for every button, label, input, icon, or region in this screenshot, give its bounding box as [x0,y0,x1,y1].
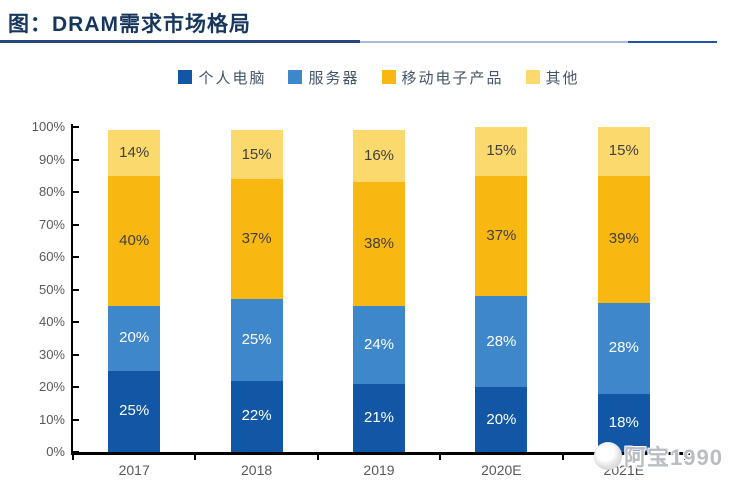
legend-item-个人电脑: 个人电脑 [178,67,266,88]
y-axis-tick [73,321,79,323]
legend-item-其他: 其他 [525,67,580,88]
bar-value-label: 20% [486,410,517,428]
title-underline-blue [628,41,717,43]
legend-swatch-icon [288,70,303,84]
x-axis-tick [194,453,197,460]
y-axis-label: 80% [38,184,65,199]
bar-segment-移动电子产品 [353,182,405,306]
y-axis-label: 30% [38,346,65,362]
x-axis-tick [439,453,442,460]
bar-value-label: 16% [363,147,395,165]
legend-swatch-icon [381,70,396,84]
y-axis-tick [73,353,79,356]
bar-segment-个人电脑 [475,387,528,452]
title-underline-light [360,41,628,43]
y-axis-label: 60% [38,249,65,264]
bar-value-label: 14% [119,144,150,161]
x-axis-tick [561,453,564,460]
legend-label: 服务器 [308,69,360,87]
bar-segment-其他 [230,130,283,179]
bar-segment-其他 [108,130,161,176]
y-axis-tick [73,288,79,291]
legend-label: 移动电子产品 [401,69,504,87]
y-axis-label: 90% [38,151,65,167]
y-axis-tick [73,223,79,226]
x-axis-tick [316,453,319,460]
x-axis-tick [72,453,74,460]
y-axis-tick [73,126,79,128]
bar-value-label: 39% [608,230,639,248]
bar-segment-服务器 [475,296,528,387]
legend-swatch-icon [525,70,540,84]
legend-item-服务器: 服务器 [288,67,359,88]
bar-segment-移动电子产品 [230,179,283,300]
bar-value-label: 40% [119,231,150,249]
chart-legend: 个人电脑 服务器 移动电子产品 其他 [73,66,685,88]
bar-segment-移动电子产品 [108,175,161,306]
bar-segment-其他 [353,130,405,183]
bar-segment-个人电脑 [353,383,405,452]
bar-value-label: 25% [119,402,150,420]
bar-value-label: 24% [363,335,395,353]
legend-label: 其他 [545,69,580,87]
y-axis-tick [73,386,79,388]
y-axis-label: 70% [38,216,65,232]
bar-value-label: 28% [486,332,517,350]
bar-value-label: 28% [608,339,639,356]
bar-value-label: 37% [241,230,272,248]
bar-value-label: 38% [363,235,395,252]
watermark: 阿宝1990 [594,440,723,472]
y-axis-label: 40% [38,314,65,329]
bar-value-label: 21% [363,408,395,426]
legend-swatch-icon [178,70,193,84]
bar-value-label: 22% [241,407,272,425]
bar-segment-服务器 [230,299,283,381]
bar-segment-服务器 [353,305,405,384]
bar-segment-其他 [597,127,650,176]
x-axis-label: 2018 [241,462,273,478]
y-axis-label: 100% [31,119,65,134]
title-underline-dark [0,40,360,43]
y-axis-tick [73,256,79,258]
y-axis-tick [73,451,79,453]
bar-segment-移动电子产品 [475,175,528,296]
y-axis-tick [73,158,79,161]
x-axis-label: 2019 [363,462,395,478]
x-axis-label: 2017 [118,462,150,478]
bar-value-label: 15% [608,142,639,160]
bar-value-label: 20% [119,329,150,347]
y-axis-label: 10% [38,411,65,427]
x-axis-line [71,452,690,455]
bar-segment-服务器 [108,305,161,371]
bar-segment-服务器 [597,302,650,394]
y-axis-tick [73,418,79,421]
bar-value-label: 15% [241,145,272,163]
y-axis-label: 20% [38,379,65,394]
bar-value-label: 15% [486,142,517,160]
y-axis-label: 50% [38,281,65,297]
bar-value-label: 25% [241,330,272,348]
bar-segment-移动电子产品 [597,175,650,303]
y-axis-line [71,124,73,455]
watermark-logo-icon [594,442,622,470]
y-axis-tick [73,191,79,193]
x-axis-label: 2020E [481,462,522,478]
bar-segment-个人电脑 [230,380,283,452]
bar-value-label: 37% [486,226,517,244]
y-axis-label: 0% [46,444,65,459]
bar-segment-其他 [475,127,528,176]
legend-item-移动电子产品: 移动电子产品 [381,67,504,88]
watermark-text: 阿宝1990 [624,445,723,470]
legend-label: 个人电脑 [198,69,267,87]
bar-value-label: 18% [608,413,639,431]
chart-title: 图：DRAM需求市场格局 [8,13,251,36]
x-axis-tick [684,453,686,460]
bar-segment-个人电脑 [108,370,161,452]
